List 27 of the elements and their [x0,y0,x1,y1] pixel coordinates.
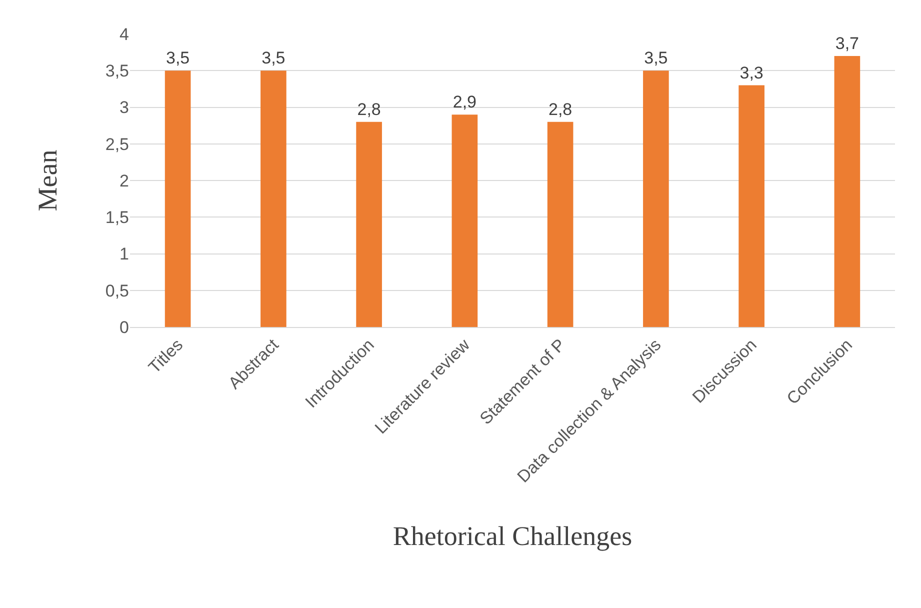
data-label: 3,5 [166,48,190,68]
bar [356,122,382,327]
data-label: 2,8 [548,100,572,119]
y-axis-title: Mean [32,149,62,212]
y-tick-label: 0 [120,318,129,337]
data-label: 3,5 [644,48,668,68]
bar [164,70,191,327]
bar [452,114,478,327]
y-tick-label: 4 [120,24,129,44]
y-tick-label: 1,5 [105,208,129,228]
bar [738,85,764,327]
data-label: 2,9 [452,92,477,112]
bar [643,70,669,327]
bar [547,122,574,327]
bar [834,56,860,327]
y-tick-label: 2,5 [105,134,129,154]
data-label: 3,5 [262,48,286,68]
data-label: 2,8 [357,100,381,119]
y-tick-label: 0,5 [105,281,129,300]
data-label: 3,7 [835,34,860,53]
y-tick-label: 2 [120,171,129,190]
x-axis-title: Rhetorical Challenges [392,520,632,551]
y-tick-label: 3,5 [105,62,129,81]
y-tick-label: 3 [120,98,129,118]
bar [260,70,286,327]
y-tick-label: 1 [120,244,129,264]
data-label: 3,3 [740,63,764,82]
